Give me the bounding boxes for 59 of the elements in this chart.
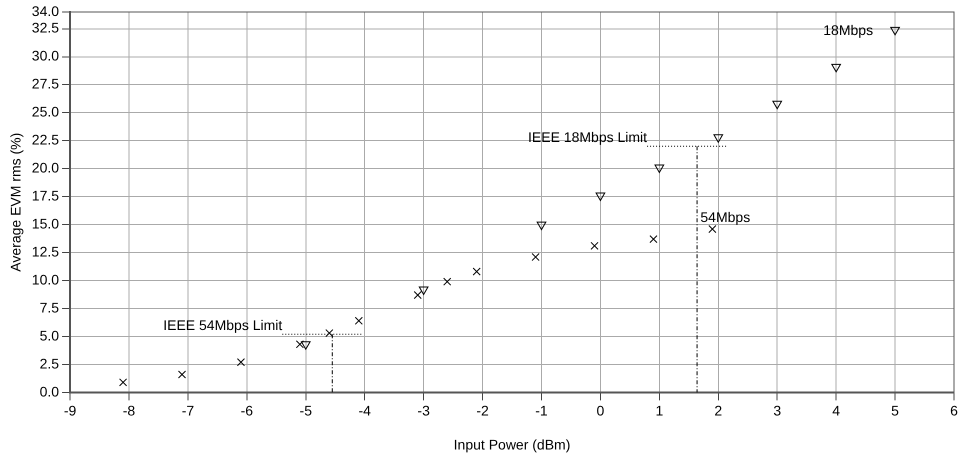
x-tick-label: -5 (300, 402, 312, 419)
y-tick-label: 7.5 (40, 299, 60, 316)
point (443, 278, 452, 286)
x-tick-label: 2 (714, 402, 722, 419)
x-tick-label: -8 (122, 402, 136, 419)
point (536, 222, 546, 230)
y-tick-label: 17.5 (32, 187, 60, 204)
point (596, 192, 606, 201)
y-tick-label: 34.0 (32, 2, 60, 19)
point (119, 378, 128, 386)
x-tick-label: -4 (358, 402, 372, 419)
point (300, 341, 311, 350)
y-tick-label: 2.5 (40, 355, 60, 372)
point (414, 291, 422, 300)
point (772, 100, 782, 110)
point (418, 286, 428, 295)
point (178, 370, 186, 379)
y-tick-label: 5.0 (40, 327, 60, 344)
point (708, 225, 716, 234)
x-tick-label: -2 (476, 402, 489, 419)
ref-line-label: IEEE 54Mbps Limit (163, 317, 282, 334)
y-tick-label: 27.5 (32, 76, 60, 92)
y-tick-label: 32.5 (32, 20, 60, 36)
point (654, 164, 664, 174)
x-tick-label: -7 (182, 402, 194, 419)
y-tick-label: 20.0 (32, 159, 60, 176)
point (472, 268, 481, 276)
x-tick-label: 3 (773, 402, 782, 419)
y-tick-label: 12.5 (32, 243, 60, 260)
x-tick-label: -3 (417, 402, 430, 419)
x-tick-label: -9 (64, 402, 76, 419)
y-tick-label: 15.0 (32, 215, 60, 232)
point (325, 329, 334, 338)
x-tick-label: 0 (596, 402, 605, 419)
y-tick-label: 10.0 (32, 271, 60, 288)
point (296, 340, 304, 348)
y-tick-label: 25.0 (32, 104, 60, 120)
point (236, 358, 245, 366)
y-tick-label: 0.0 (40, 383, 60, 400)
point (532, 252, 540, 262)
y-tick-label: 22.5 (32, 132, 60, 148)
x-tick-label: -1 (535, 402, 548, 419)
point (590, 242, 599, 250)
point (713, 134, 724, 143)
point (890, 26, 900, 36)
series-label: 54Mbps (700, 208, 750, 225)
x-tick-label: 1 (655, 402, 664, 419)
x-tick-label: 5 (891, 402, 900, 419)
point (831, 64, 841, 72)
x-tick-label: 4 (832, 402, 840, 419)
ref-line-label: IEEE 18Mbps Limit (528, 129, 648, 146)
x-tick-label: 6 (950, 402, 958, 419)
x-tick-label: -6 (240, 402, 254, 419)
y-tick-label: 30.0 (32, 48, 60, 64)
y-axis-title: Average EVM rms (%) (7, 132, 24, 272)
point (354, 316, 363, 325)
series-label: 18Mbps (823, 22, 874, 38)
point (649, 235, 658, 244)
x-axis-title: Input Power (dBm) (454, 436, 570, 452)
